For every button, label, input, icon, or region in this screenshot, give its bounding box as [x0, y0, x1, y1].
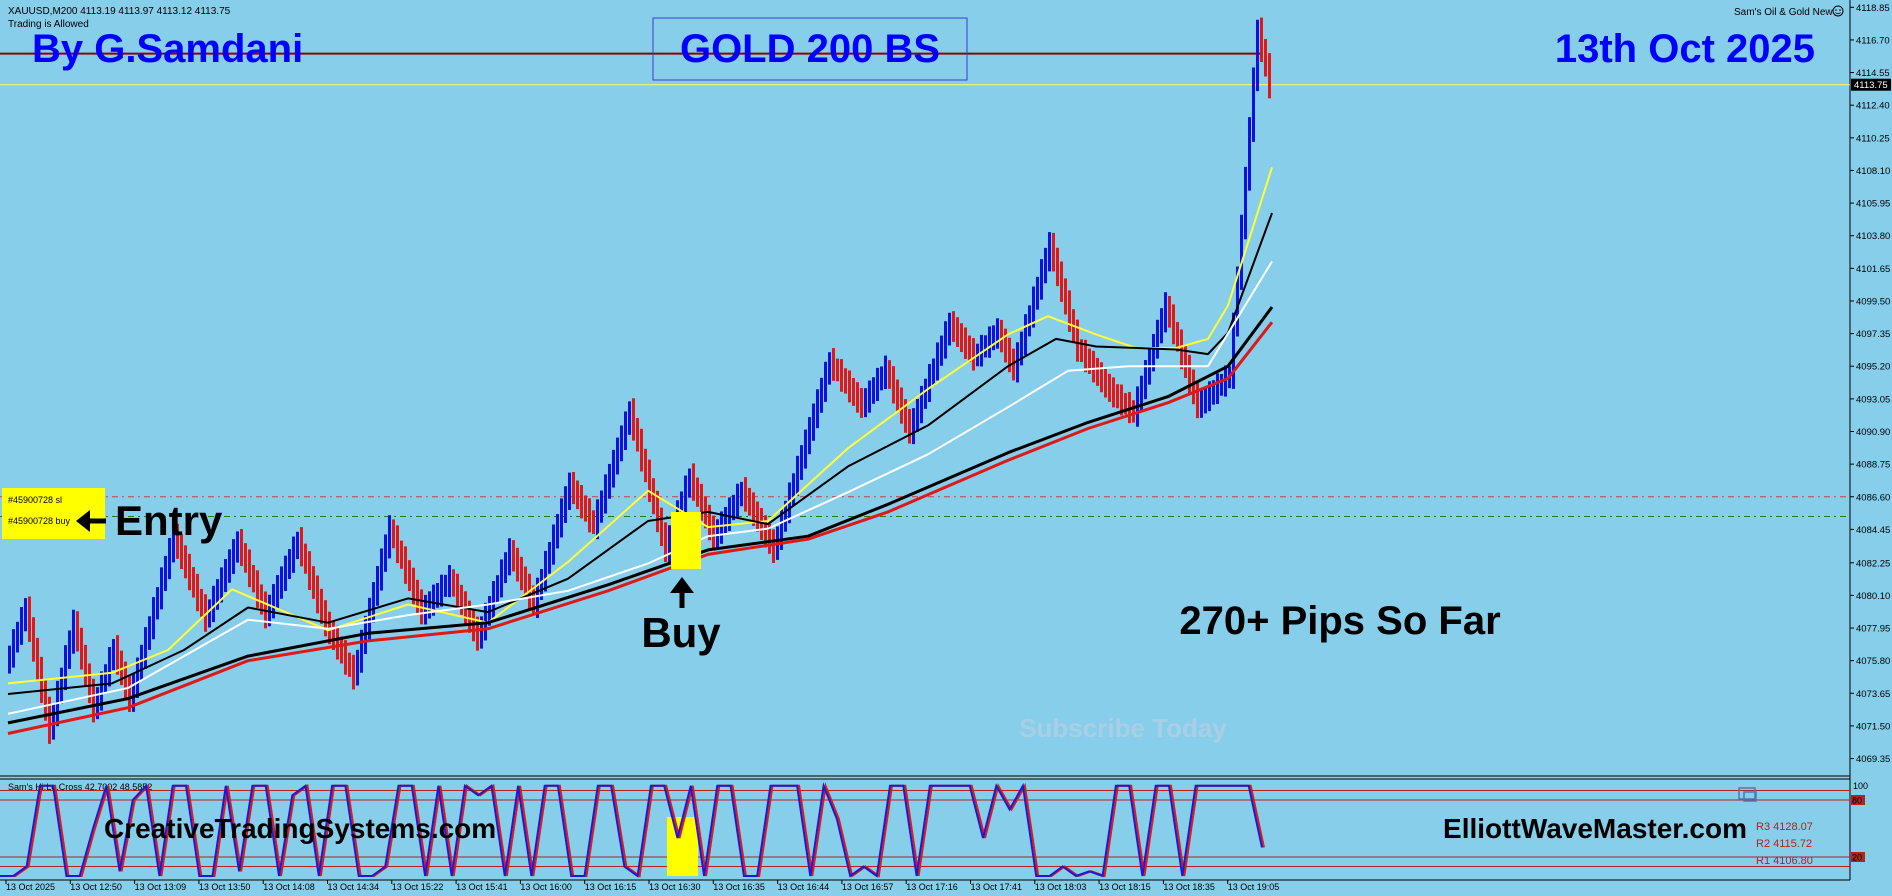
oscillator-scale-box	[1851, 852, 1865, 862]
time-tick-label: 13 Oct 16:00	[520, 882, 572, 892]
price-tick-label: 4103.80	[1856, 231, 1890, 242]
price-tick-label: 4088.75	[1856, 460, 1890, 471]
oscillator-panel: Sam's Hi.Lo.Cross 42.7002 48.5852 100 80 20…	[0, 781, 1868, 878]
current-price-box	[1851, 78, 1891, 91]
time-tick-label: 13 Oct 17:41	[971, 882, 1023, 892]
price-tick-label: 4069.35	[1856, 754, 1890, 765]
time-tick-label: 13 Oct 12:50	[70, 882, 122, 892]
arrow-up-icon	[670, 577, 694, 608]
time-tick-label: 13 Oct 16:30	[649, 882, 701, 892]
smiley-icon	[1832, 5, 1844, 17]
time-tick-label: 13 Oct 16:57	[842, 882, 894, 892]
price-tick-label: 4108.10	[1856, 166, 1890, 177]
time-tick-label: 13 Oct 13:50	[199, 882, 251, 892]
price-tick-label: 4118.85	[1856, 3, 1890, 14]
price-tick-label: 4105.95	[1856, 199, 1890, 210]
oscillator-title: Sam's Hi.Lo.Cross 42.7002 48.5852	[8, 782, 152, 792]
sl-order-tag: #45900728 sl	[8, 495, 62, 505]
oscillator-scale-mark: 80	[1852, 796, 1862, 806]
date-title: 13th Oct 2025	[1555, 27, 1815, 71]
price-tick-label: 4075.80	[1856, 656, 1890, 667]
website-left: CreativeTradingSystems.com	[104, 813, 496, 844]
pivot-label: R1 4106.80	[1756, 855, 1813, 867]
price-tick-label: 4073.65	[1856, 689, 1890, 700]
price-tick-label: 4114.55	[1856, 68, 1890, 79]
strategy-title-box	[652, 17, 968, 81]
entry-label: Entry	[115, 497, 223, 544]
pips-summary: 270+ Pips So Far	[1179, 599, 1500, 643]
price-tick-label: 4112.40	[1856, 101, 1890, 112]
symbol-line: XAUUSD,M200 4113.19 4113.97 4113.12 4113…	[8, 6, 231, 17]
price-tick-label: 4101.65	[1856, 264, 1890, 275]
oscillator-scale-mark: 20	[1852, 853, 1862, 863]
pivot-label: R3 4128.07	[1756, 821, 1813, 833]
time-tick-label: 13 Oct 14:34	[328, 882, 380, 892]
strategy-title: GOLD 200 BS	[680, 27, 940, 71]
price-tick-label: 4097.35	[1856, 329, 1890, 340]
time-tick-label: 13 Oct 16:35	[713, 882, 765, 892]
arrow-left-icon	[76, 510, 106, 532]
price-tick-label: 4077.95	[1856, 624, 1890, 635]
time-tick-label: 13 Oct 17:16	[906, 882, 958, 892]
price-tick-label: 4110.25	[1856, 133, 1890, 144]
time-tick-label: 13 Oct 16:44	[778, 882, 830, 892]
price-tick-label: 4084.45	[1856, 525, 1890, 536]
time-tick-label: 13 Oct 19:05	[1228, 882, 1280, 892]
oscillator-main-line	[0, 781, 1263, 878]
oscillator-scale-box	[1851, 795, 1865, 805]
price-tick-label: 4082.25	[1856, 558, 1890, 569]
time-tick-label: 13 Oct 14:08	[263, 882, 315, 892]
time-tick-label: 13 Oct 16:15	[585, 882, 637, 892]
oscillator-scale-top: 100	[1853, 781, 1868, 791]
indicator-name: Sam's Oil & Gold New	[1734, 7, 1833, 18]
price-tick-label: 4093.05	[1856, 394, 1890, 405]
moving-average-white	[7, 260, 1273, 715]
price-tick-label: 4090.90	[1856, 427, 1890, 438]
buy-order-tag: #45900728 buy	[8, 516, 71, 526]
time-axis: 13 Oct 2025 13 Oct 12:50 13 Oct 13:09 13 Oc…	[5, 880, 1280, 892]
moving-average-black	[7, 306, 1274, 725]
price-tick-label: 4080.10	[1856, 591, 1890, 602]
time-tick-label: 13 Oct 2025	[6, 882, 55, 892]
moving-average-red	[7, 321, 1274, 735]
time-tick-label: 13 Oct 18:35	[1163, 882, 1215, 892]
subscribe-watermark: Subscribe Today	[1019, 713, 1227, 743]
buy-label: Buy	[641, 609, 721, 656]
buy-highlight	[671, 512, 701, 569]
panel-icon	[1738, 787, 1757, 802]
time-tick-label: 13 Oct 15:41	[456, 882, 508, 892]
price-tick-label: 4116.70	[1856, 35, 1890, 46]
time-tick-label: 13 Oct 18:03	[1035, 882, 1087, 892]
price-tick-label: 4071.50	[1856, 721, 1890, 732]
time-tick-label: 13 Oct 18:15	[1099, 882, 1151, 892]
current-price-label: 4113.75	[1854, 80, 1888, 91]
moving-averages	[7, 167, 1274, 735]
price-tick-label: 4086.60	[1856, 492, 1890, 503]
author-title: By G.Samdani	[32, 27, 303, 71]
price-tick-label: 4099.50	[1856, 296, 1890, 307]
moving-average-black	[7, 212, 1273, 695]
time-tick-label: 13 Oct 13:09	[135, 882, 187, 892]
trading-status: Trading is Allowed	[8, 19, 89, 30]
website-right: ElliottWaveMaster.com	[1443, 813, 1747, 844]
pivot-label: R2 4115.72	[1756, 838, 1812, 850]
time-tick-label: 13 Oct 15:22	[392, 882, 444, 892]
price-axis: 4118.85 4116.70 4114.55 4112.40 4110.25 4108.…	[1850, 3, 1891, 765]
price-tick-label: 4095.20	[1856, 362, 1890, 373]
